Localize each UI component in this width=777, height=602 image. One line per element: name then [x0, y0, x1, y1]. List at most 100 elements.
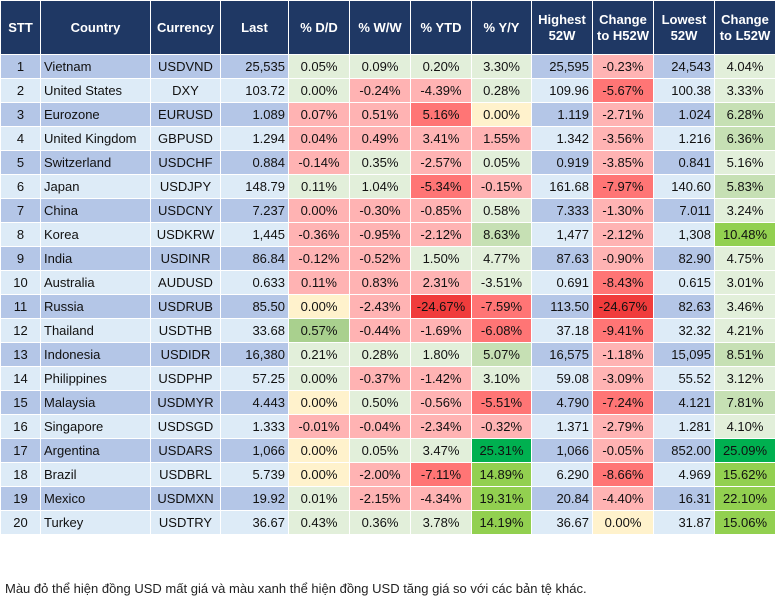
ytd-cell: -4.34%	[410, 486, 472, 511]
country-cell: United States	[40, 78, 151, 103]
ww-cell: -2.43%	[349, 294, 411, 319]
change-h52w-cell: -2.71%	[592, 102, 654, 127]
last-cell: 25,535	[220, 54, 289, 79]
stt-cell: 4	[0, 126, 41, 151]
low52w-cell: 1,308	[653, 222, 715, 247]
yy-cell: 25.31%	[471, 438, 532, 463]
table-row: 8 Korea USDKRW 1,445 -0.36% -0.95% -2.12% 8.63%…	[0, 222, 776, 247]
yy-cell: -0.32%	[471, 414, 532, 439]
ww-cell: 0.50%	[349, 390, 411, 415]
stt-cell: 18	[0, 462, 41, 487]
high52w-cell: 1.119	[531, 102, 593, 127]
yy-cell: 0.28%	[471, 78, 532, 103]
change-l52w-cell: 10.48%	[714, 222, 776, 247]
last-cell: 16,380	[220, 342, 289, 367]
table-row: 2 United States DXY 103.72 0.00% -0.24% -4.39%…	[0, 78, 776, 103]
last-cell: 57.25	[220, 366, 289, 391]
stt-cell: 11	[0, 294, 41, 319]
high52w-cell: 1.342	[531, 126, 593, 151]
high52w-cell: 1.371	[531, 414, 593, 439]
header-dd: % D/D	[288, 0, 350, 55]
dd-cell: 0.00%	[288, 78, 350, 103]
table-row: 6 Japan USDJPY 148.79 0.11% 1.04% -5.34% -0.15%…	[0, 174, 776, 199]
last-cell: 7.237	[220, 198, 289, 223]
change-l52w-cell: 4.75%	[714, 246, 776, 271]
high52w-cell: 37.18	[531, 318, 593, 343]
high52w-cell: 161.68	[531, 174, 593, 199]
stt-cell: 10	[0, 270, 41, 295]
last-cell: 0.884	[220, 150, 289, 175]
stt-cell: 12	[0, 318, 41, 343]
low52w-cell: 16.31	[653, 486, 715, 511]
stt-cell: 9	[0, 246, 41, 271]
stt-cell: 19	[0, 486, 41, 511]
currency-cell: USDKRW	[150, 222, 221, 247]
change-l52w-cell: 3.01%	[714, 270, 776, 295]
low52w-cell: 852.00	[653, 438, 715, 463]
yy-cell: -6.08%	[471, 318, 532, 343]
change-l52w-cell: 3.33%	[714, 78, 776, 103]
country-cell: Australia	[40, 270, 151, 295]
table-row: 15 Malaysia USDMYR 4.443 0.00% 0.50% -0.56% -5.…	[0, 390, 776, 415]
yy-cell: 14.89%	[471, 462, 532, 487]
table-row: 12 Thailand USDTHB 33.68 0.57% -0.44% -1.69% -6…	[0, 318, 776, 343]
table-row: 10 Australia AUDUSD 0.633 0.11% 0.83% 2.31% -3.…	[0, 270, 776, 295]
change-l52w-cell: 4.21%	[714, 318, 776, 343]
change-l52w-cell: 22.10%	[714, 486, 776, 511]
currency-cell: USDINR	[150, 246, 221, 271]
low52w-cell: 82.90	[653, 246, 715, 271]
country-cell: Eurozone	[40, 102, 151, 127]
last-cell: 148.79	[220, 174, 289, 199]
currency-cell: USDVND	[150, 54, 221, 79]
low52w-cell: 140.60	[653, 174, 715, 199]
yy-cell: 19.31%	[471, 486, 532, 511]
yy-cell: 1.55%	[471, 126, 532, 151]
high52w-cell: 1,477	[531, 222, 593, 247]
low52w-cell: 4.969	[653, 462, 715, 487]
currency-cell: USDRUB	[150, 294, 221, 319]
ww-cell: 0.09%	[349, 54, 411, 79]
last-cell: 19.92	[220, 486, 289, 511]
yy-cell: -7.59%	[471, 294, 532, 319]
change-l52w-cell: 8.51%	[714, 342, 776, 367]
high52w-cell: 4.790	[531, 390, 593, 415]
stt-cell: 7	[0, 198, 41, 223]
low52w-cell: 0.615	[653, 270, 715, 295]
table-row: 19 Mexico USDMXN 19.92 0.01% -2.15% -4.34% 19.3…	[0, 486, 776, 511]
change-h52w-cell: -1.30%	[592, 198, 654, 223]
currency-cell: USDBRL	[150, 462, 221, 487]
country-cell: Brazil	[40, 462, 151, 487]
ytd-cell: 1.50%	[410, 246, 472, 271]
dd-cell: 0.43%	[288, 510, 350, 535]
stt-cell: 20	[0, 510, 41, 535]
stt-cell: 5	[0, 150, 41, 175]
table-row: 5 Switzerland USDCHF 0.884 -0.14% 0.35% -2.57%…	[0, 150, 776, 175]
currency-cell: USDPHP	[150, 366, 221, 391]
change-h52w-cell: -8.66%	[592, 462, 654, 487]
ww-cell: 0.35%	[349, 150, 411, 175]
change-l52w-cell: 4.10%	[714, 414, 776, 439]
dd-cell: 0.07%	[288, 102, 350, 127]
high52w-cell: 7.333	[531, 198, 593, 223]
ytd-cell: -2.34%	[410, 414, 472, 439]
header-last: Last	[220, 0, 289, 55]
ww-cell: -2.00%	[349, 462, 411, 487]
currency-cell: USDJPY	[150, 174, 221, 199]
ytd-cell: -7.11%	[410, 462, 472, 487]
low52w-cell: 4.121	[653, 390, 715, 415]
change-h52w-cell: -0.05%	[592, 438, 654, 463]
ytd-cell: 3.47%	[410, 438, 472, 463]
ytd-cell: 3.41%	[410, 126, 472, 151]
ytd-cell: -1.69%	[410, 318, 472, 343]
yy-cell: -5.51%	[471, 390, 532, 415]
dd-cell: 0.00%	[288, 198, 350, 223]
country-cell: Turkey	[40, 510, 151, 535]
header-stt: STT	[0, 0, 41, 55]
dd-cell: 0.00%	[288, 390, 350, 415]
country-cell: Singapore	[40, 414, 151, 439]
stt-cell: 17	[0, 438, 41, 463]
change-l52w-cell: 6.36%	[714, 126, 776, 151]
yy-cell: 4.77%	[471, 246, 532, 271]
last-cell: 36.67	[220, 510, 289, 535]
ytd-cell: -1.42%	[410, 366, 472, 391]
